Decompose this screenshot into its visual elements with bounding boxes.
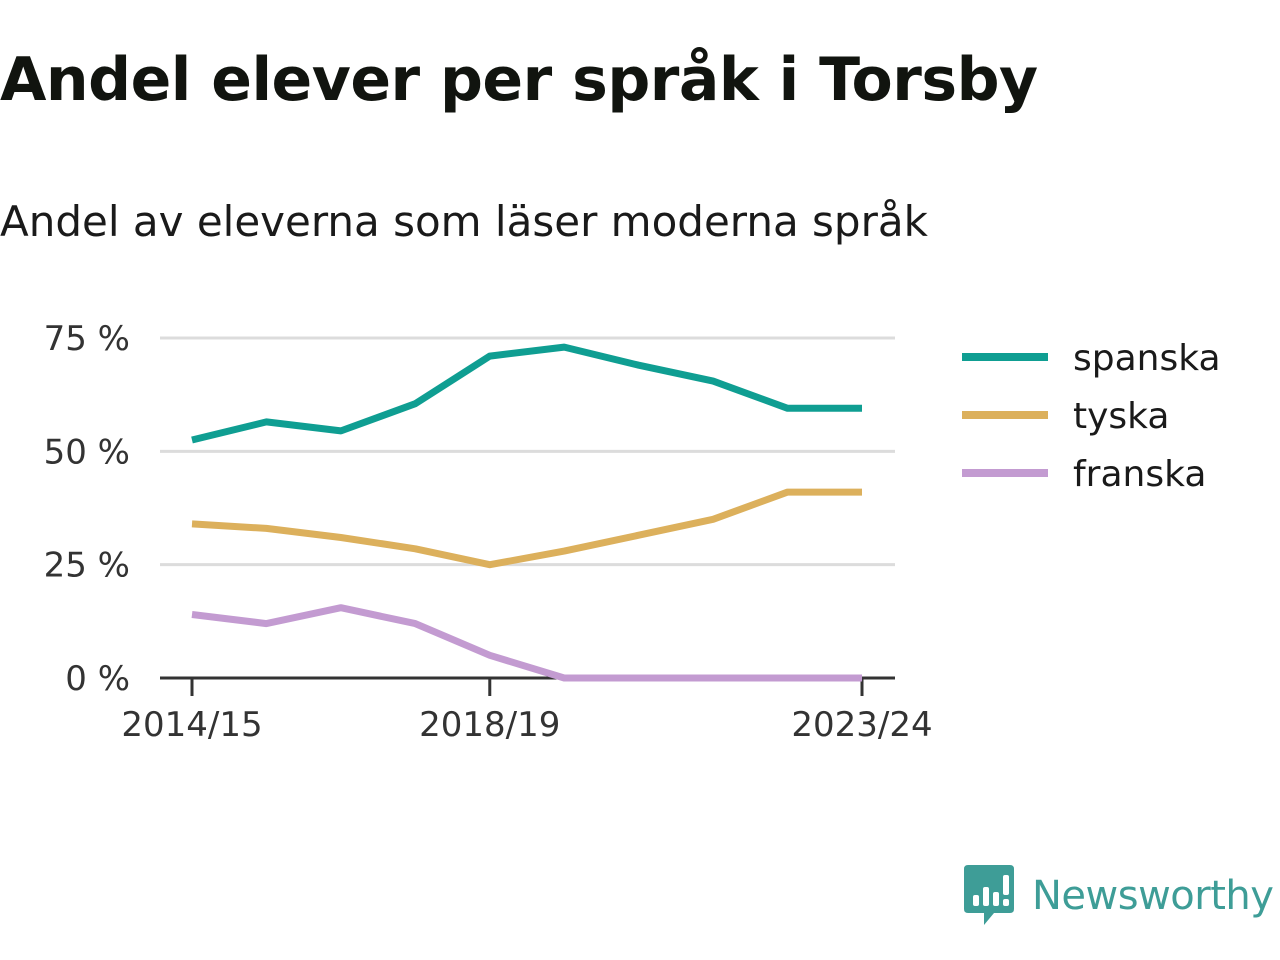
- x-tick-label: 2014/15: [121, 705, 262, 745]
- series-line-franska: [191, 604, 862, 682]
- brand-name: Newsworthy: [1032, 873, 1274, 919]
- y-axis-labels: 0 % 25 % 50 % 75 %: [44, 319, 130, 699]
- y-tick-label: 25 %: [44, 546, 130, 586]
- brand: Newsworthy: [964, 864, 1274, 928]
- series-line-tyska: [191, 488, 862, 569]
- legend-label-tyska: tyska: [1073, 396, 1169, 437]
- y-tick-label: 75 %: [44, 319, 130, 359]
- grid-lines: [160, 336, 895, 567]
- series-line-spanska: [191, 343, 862, 444]
- y-tick-label: 0 %: [65, 659, 130, 699]
- x-tick-label: 2018/19: [419, 705, 560, 745]
- x-axis: 2014/15 2018/19 2023/24: [121, 676, 933, 745]
- chart-subtitle: Andel av eleverna som läser moderna språ…: [0, 197, 928, 246]
- newsworthy-logo-icon: [964, 865, 1014, 925]
- legend: spanska tyska franska: [962, 338, 1221, 495]
- chart-title: Andel elever per språk i Torsby: [0, 45, 1038, 115]
- series-lines: [191, 343, 862, 682]
- legend-label-franska: franska: [1073, 454, 1206, 495]
- y-tick-label: 50 %: [44, 432, 130, 472]
- legend-label-spanska: spanska: [1073, 338, 1221, 379]
- x-tick-label: 2023/24: [791, 705, 932, 745]
